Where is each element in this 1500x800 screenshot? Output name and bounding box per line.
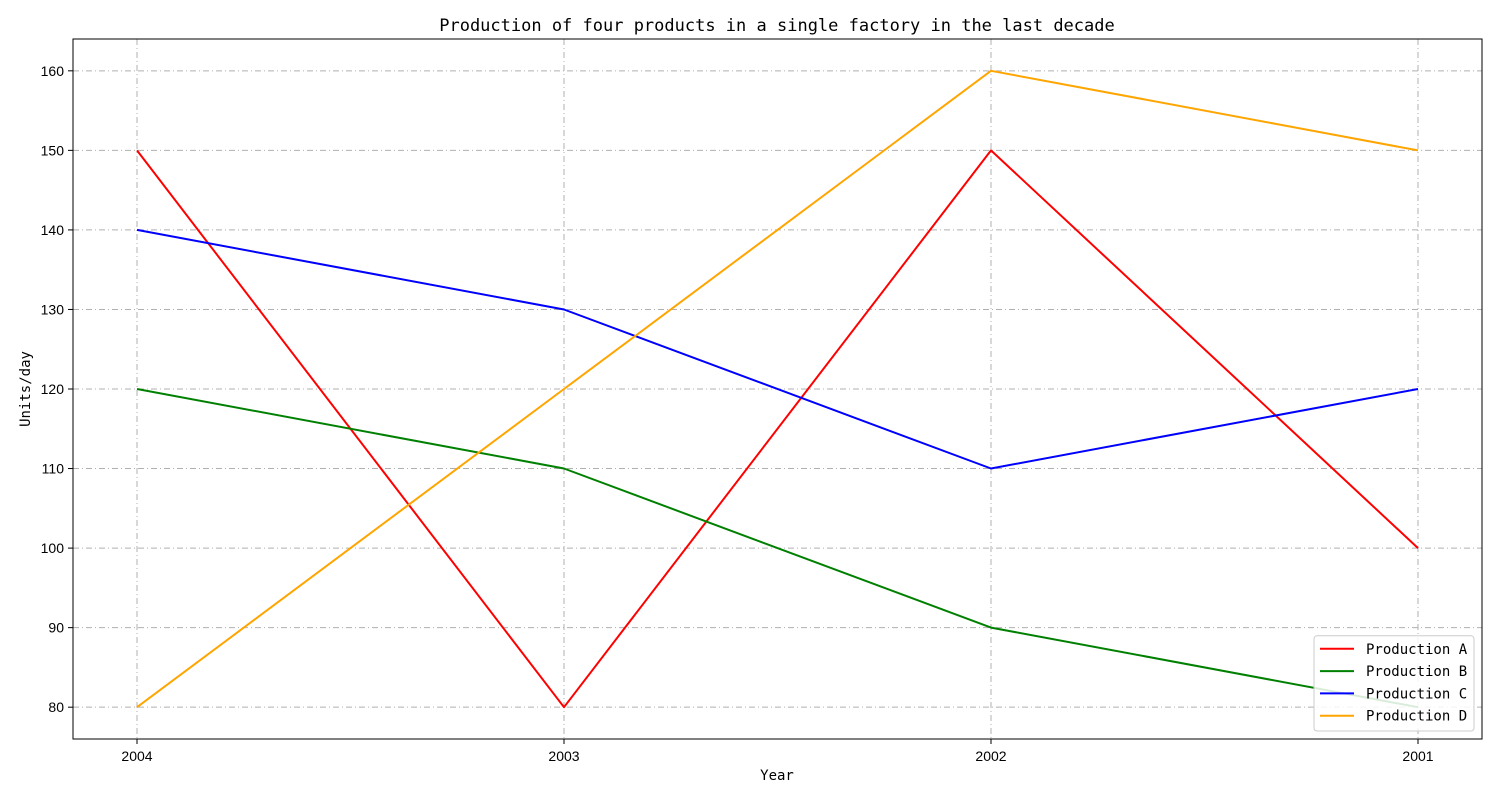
legend-label: Production D <box>1366 709 1467 725</box>
series-line-production-c <box>136 228 1419 470</box>
legend-label: Production C <box>1366 686 1467 702</box>
y-tick-label: 160 <box>41 63 65 79</box>
plot-series <box>136 69 1419 709</box>
y-tick-label: 130 <box>41 301 65 317</box>
chart-title: Production of four products in a single … <box>439 16 1115 36</box>
legend: Production A Production B Production C Prod… <box>1313 635 1475 732</box>
axis-ticks: 2004 2003 2002 2001 80 90 100 110 120 130 140 150 16… <box>41 63 1434 764</box>
y-tick-label: 110 <box>42 461 65 477</box>
y-tick-label: 120 <box>41 381 65 397</box>
y-axis-label: Units/day <box>18 351 34 427</box>
legend-label: Production B <box>1366 664 1467 680</box>
y-tick-label: 140 <box>41 222 65 238</box>
y-tick-label: 150 <box>41 142 65 158</box>
series-line-production-a <box>136 149 1419 709</box>
x-axis-label: Year <box>760 768 794 784</box>
legend-box <box>1313 635 1475 732</box>
y-tick-label: 80 <box>48 699 64 715</box>
x-tick-label: 2002 <box>975 748 1006 764</box>
x-tick-label: 2003 <box>548 748 579 764</box>
series-line-production-b <box>136 388 1419 709</box>
y-tick-label: 90 <box>48 620 64 636</box>
legend-label: Production A <box>1366 642 1468 658</box>
x-tick-label: 2001 <box>1402 748 1433 764</box>
x-tick-label: 2004 <box>121 748 152 764</box>
y-tick-label: 100 <box>41 540 65 556</box>
series-line-production-d <box>136 69 1419 709</box>
